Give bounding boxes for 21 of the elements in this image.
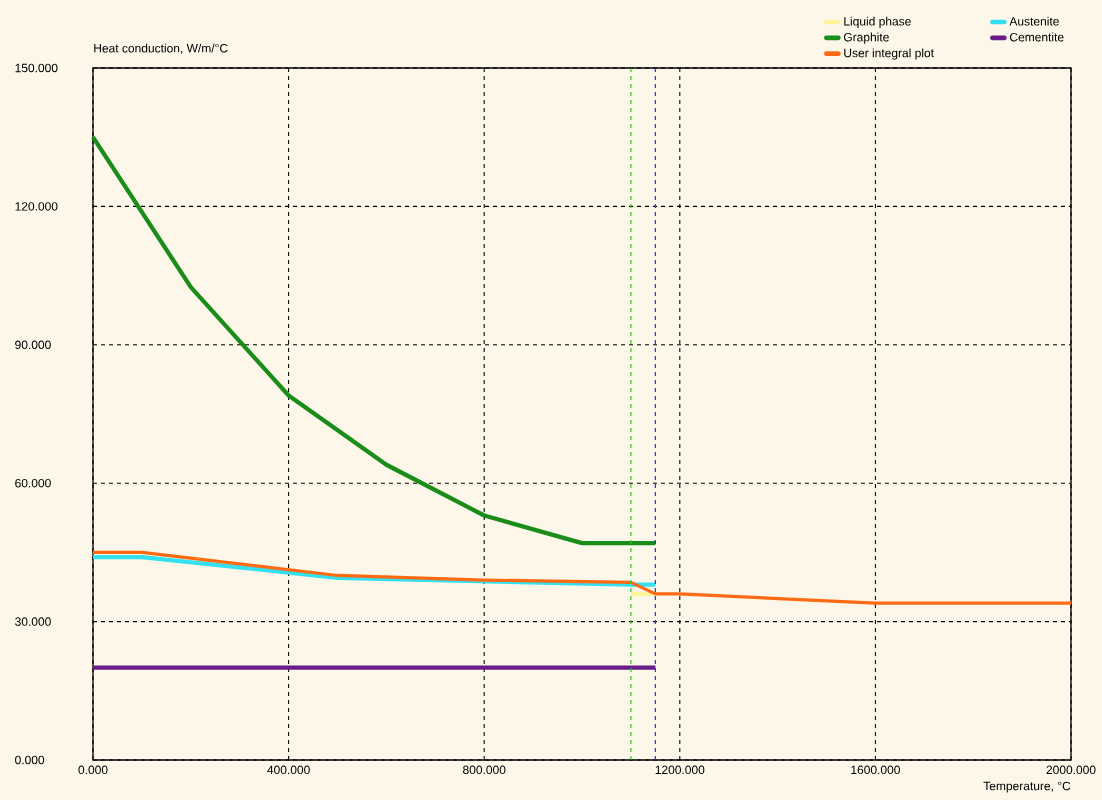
y-tick-label: 30.000 xyxy=(15,617,51,626)
x-axis-title: Temperature, °C xyxy=(983,781,1071,793)
x-tick-label: 0.000 xyxy=(78,765,108,775)
y-tick-label: 0.000 xyxy=(15,755,45,765)
line-series xyxy=(91,550,1073,605)
legend-label: Austenite xyxy=(1009,16,1059,26)
legend-label: User integral plot xyxy=(844,48,934,60)
legend-label: Graphite xyxy=(843,32,889,44)
y-tick-label: 120.000 xyxy=(15,202,58,211)
x-tick-label: 1200.000 xyxy=(655,765,705,775)
y-tick-label: 60.000 xyxy=(15,478,51,488)
line-series xyxy=(90,135,658,546)
x-tick-label: 400.000 xyxy=(267,765,310,775)
y-tick-label: 150.000 xyxy=(15,63,58,73)
x-tick-label: 2000.000 xyxy=(1046,765,1096,775)
x-tick-label: 800.000 xyxy=(463,765,506,775)
x-tick-label: 1600.000 xyxy=(851,765,900,775)
legend-label: Liquid phase xyxy=(844,16,911,28)
y-tick-label: 90.000 xyxy=(15,340,51,350)
legend-label: Cementite xyxy=(1009,32,1064,42)
y-axis-title: Heat conduction, W/m/°C xyxy=(94,43,228,54)
